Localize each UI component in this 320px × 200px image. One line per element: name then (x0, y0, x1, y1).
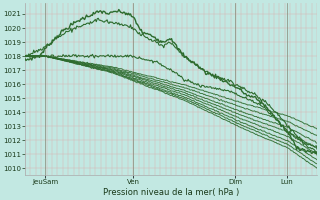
X-axis label: Pression niveau de la mer( hPa ): Pression niveau de la mer( hPa ) (103, 188, 239, 197)
